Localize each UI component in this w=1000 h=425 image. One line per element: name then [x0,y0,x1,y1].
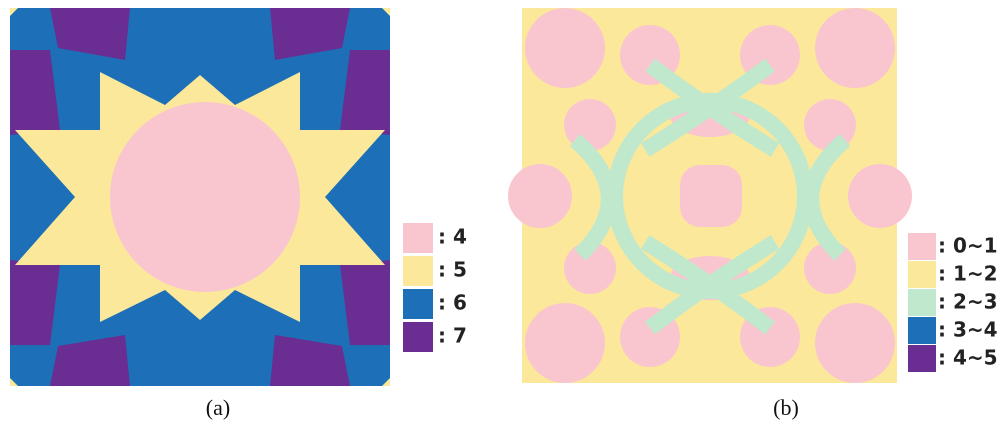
legend-label: : 5 [438,258,467,282]
legend-label: : 0~1 [938,234,998,258]
legend-label: : 4~5 [938,346,998,370]
legend-a: : 4 : 5 : 6 : 7 [403,223,467,352]
legend-label: : 1~2 [938,262,998,286]
legend-label: : 3~4 [938,318,998,342]
legend-b: : 0~1 : 1~2 : 2~3 : 3~4 : 4~5 [908,233,998,372]
legend-label: : 2~3 [938,290,998,314]
legend-label: : 7 [438,324,467,348]
map-b [508,8,912,383]
map-a [10,8,390,386]
caption: (b) [773,395,799,420]
legend-label: : 6 [438,291,467,315]
caption: (a) [206,395,230,420]
legend-label: : 4 [438,225,467,249]
